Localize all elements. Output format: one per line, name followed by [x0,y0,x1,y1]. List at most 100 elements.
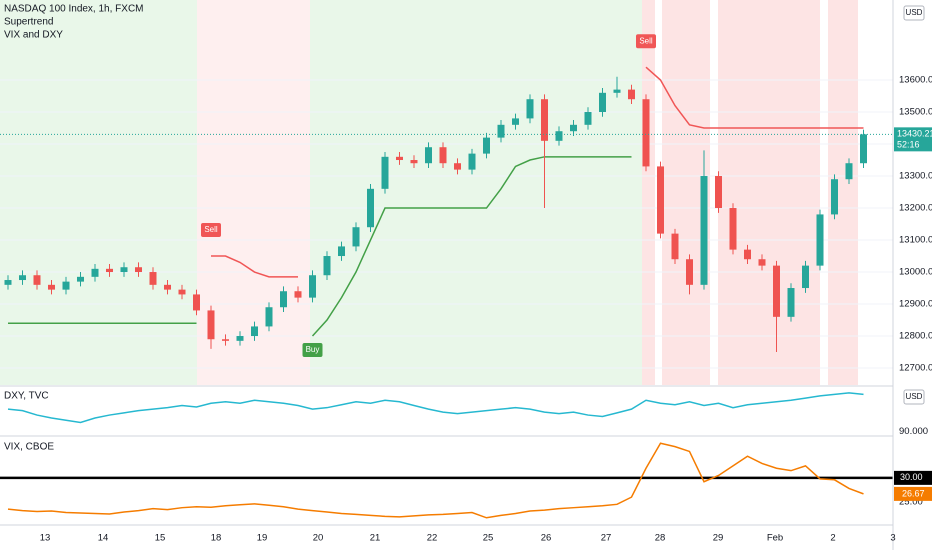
alert-zone [718,0,820,385]
candle-body [367,188,374,228]
candle-body [294,291,302,298]
candle-body [48,284,55,290]
candle-body [135,267,142,273]
indicator-name: VIX and DXY [4,30,63,41]
candle-body [570,124,577,132]
candle-body [512,118,519,125]
candle-body [439,147,447,164]
chart-title: NASDAQ 100 Index, 1h, FXCM [4,4,144,15]
currency-label[interactable]: USD [906,8,923,17]
level-tag [894,470,932,485]
x-tick-label: 25 [483,533,494,544]
candle-body [526,99,534,119]
signal-badge [302,343,323,358]
candle-body [497,124,505,138]
currency-button[interactable] [903,389,925,405]
x-tick-label: 15 [155,533,166,544]
candle-body [584,112,592,125]
candle-body [700,176,708,285]
alert-zone [642,0,655,385]
candle-body [251,326,258,337]
y-tick-label: 13000.00 [899,267,932,278]
candle-body [309,275,316,298]
candle-body [193,294,200,311]
candle-body [4,280,12,285]
candle-body [106,268,113,273]
candle-body [671,233,679,260]
x-tick-label: 3 [890,533,895,544]
x-tick-label: 28 [655,533,666,544]
x-tick-label: 29 [713,533,724,544]
candle-body [91,268,99,277]
candle-body [352,227,360,247]
x-tick-label: 19 [257,533,268,544]
candle-body [265,307,273,327]
axis-labels: 12700.00 12800.00 12900.00 13000.00 13100.00… [40,75,932,544]
y-tick-label: 13200.00 [899,203,932,214]
candle-body [773,265,780,317]
y-tick-label: 12800.00 [899,331,932,342]
candle-body [642,99,650,167]
x-tick-label: 22 [427,533,438,544]
countdown: 52:16 [897,140,920,150]
plot: Sell Buy Sell [0,34,893,519]
candle-body [178,289,186,295]
y-tick-label: 13300.00 [899,171,932,182]
candle-body [613,89,621,93]
candle-body [802,265,809,289]
y-tick-label: 25.00 [899,496,923,507]
currency-label[interactable]: USD [906,392,923,401]
candle-body [816,214,824,266]
bear-zone [197,0,310,385]
x-tick-label: 21 [370,533,381,544]
y-tick-label: 13100.00 [899,235,932,246]
candle-body [758,259,766,266]
signal-badge [201,223,221,238]
last-value-label: 26.67 [902,488,925,498]
candle-body [236,336,244,341]
y-tick-label: 13500.00 [899,107,932,118]
bull-zone [310,0,642,385]
candle-body [657,166,664,234]
candle-body [845,163,853,180]
signal-label: Buy [306,345,320,354]
supertrend-down [211,66,864,278]
candle-body [207,310,215,340]
candle-body [454,163,461,170]
y-tick-label: 13600.00 [899,75,932,86]
candle-body [280,291,287,308]
currency-button[interactable] [903,5,925,21]
candle-body [555,131,563,141]
x-tick-label: Feb [767,533,783,544]
candle-body [787,288,795,317]
last-value-tag [894,486,932,501]
candle-body [410,160,418,164]
x-tick-label: 14 [98,533,109,544]
candle-body [381,156,389,189]
candle-body [831,179,838,215]
x-tick-label: 13 [40,533,51,544]
candle-body [425,147,432,164]
candle-body [338,246,345,257]
candle-body [222,339,229,341]
candle-body [33,275,41,285]
candle-body [628,89,635,100]
level-label: 30.00 [900,472,923,482]
signal-label: Sell [204,225,218,234]
x-tick-label: 2 [830,533,835,544]
signal-badge [636,34,656,49]
candle-body [744,249,751,260]
candle-body [686,259,693,285]
last-price-tag [894,127,932,152]
y-tick-label: 12900.00 [899,299,932,310]
candle-body [729,208,737,250]
price-axis [893,0,932,550]
candle-body [62,281,70,290]
signal-label: Sell [639,36,653,45]
x-tick-label: 26 [541,533,552,544]
candle-body [396,156,403,161]
candle-body [323,256,331,276]
x-tick-label: 18 [211,533,222,544]
candle-body [19,275,26,281]
